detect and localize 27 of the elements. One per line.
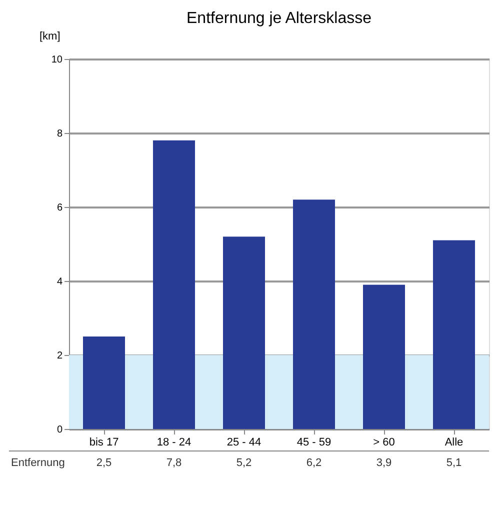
bar [363,284,405,429]
text: Entfernung [11,457,65,469]
y-axis-title: [km] [40,30,60,42]
x-tick-label: 18 - 24 [156,436,192,448]
data-label: 7,8 [166,457,182,469]
y-tick-label: 2 [56,350,63,362]
x-tick-label: > 60 [373,436,395,448]
bar [433,240,475,429]
x-tick-label: 45 - 59 [296,436,332,448]
y-tick-label: 10 [51,54,63,66]
chart-title: Entfernung je Altersklasse [186,10,372,27]
x-tick-label: 25 - 44 [226,436,262,448]
y-tick-label: 4 [56,276,63,288]
y-tick-label: 6 [56,202,63,214]
x-tick-label: Alle [444,436,464,448]
bar [293,200,335,429]
bar [153,140,195,429]
data-label: 6,2 [306,457,322,469]
data-label: 5,1 [446,457,462,469]
y-tick-label: 8 [56,128,63,140]
data-label: 2,5 [96,457,112,469]
bar [83,336,125,429]
x-tick-label: bis 17 [89,436,119,448]
data-label: 3,9 [376,457,392,469]
bar [223,236,265,429]
data-label: 5,2 [236,457,252,469]
y-tick-label: 0 [56,424,63,436]
